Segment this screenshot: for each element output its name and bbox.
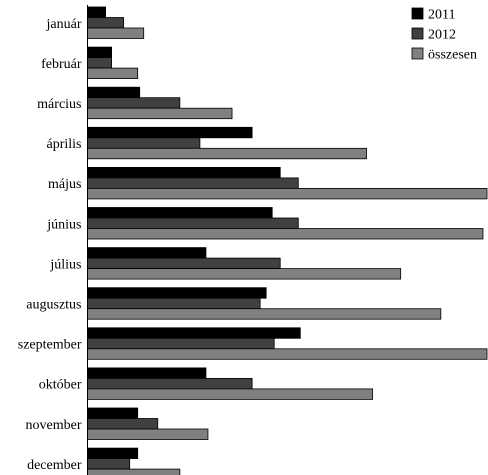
bar-2011-május (87, 166, 281, 179)
bar-2011-január (87, 6, 106, 18)
category-label: november (26, 418, 82, 433)
bar-összesen-március (87, 107, 233, 120)
legend-label-2012: 2012 (428, 28, 456, 43)
category-label: március (37, 97, 81, 112)
bar-összesen-május (87, 187, 488, 200)
bar-2012-március (87, 97, 181, 109)
legend-label-összesen: összesen (428, 48, 477, 63)
bar-2012-április (87, 137, 201, 149)
bars-layer (87, 6, 488, 475)
category-label: június (46, 217, 81, 232)
bar-összesen-április (87, 147, 367, 160)
legend-swatch-2012 (411, 27, 424, 40)
bar-2012-augusztus (87, 297, 261, 310)
bar-összesen-október (87, 388, 373, 400)
bar-összesen-szeptember (87, 348, 488, 360)
bar-összesen-június (87, 228, 484, 240)
bar-2012-július (87, 257, 281, 270)
legend-label-2011: 2011 (428, 8, 455, 23)
bar-2012-szeptember (87, 337, 275, 350)
bar-2012-június (87, 217, 299, 229)
category-label: december (27, 458, 82, 473)
bar-2012-február (87, 57, 112, 69)
bar-2011-október (87, 367, 207, 379)
bar-2012-december (87, 458, 131, 470)
legend-swatch-2011 (411, 7, 424, 20)
bar-2012-október (87, 377, 253, 390)
bar-2012-január (87, 17, 125, 29)
bar-2011-december (87, 447, 139, 460)
category-label: január (46, 17, 82, 32)
bar-2011-március (87, 86, 141, 99)
category-label: július (49, 257, 81, 272)
bar-összesen-november (87, 428, 209, 440)
category-label: február (41, 57, 82, 72)
category-label: május (48, 177, 81, 192)
bar-2011-november (87, 407, 139, 419)
bar-2012-november (87, 418, 159, 430)
bar-2011-szeptember (87, 327, 301, 339)
legend: 2011 2012 összesen (411, 7, 477, 63)
bar-összesen-július (87, 268, 402, 280)
bar-összesen-december (87, 468, 181, 475)
category-label: augusztus (26, 297, 81, 312)
bar-2011-augusztus (87, 287, 267, 299)
legend-swatch-összesen (411, 47, 424, 60)
bar-összesen-augusztus (87, 308, 442, 320)
category-label: október (39, 378, 82, 393)
bar-2011-február (87, 46, 112, 58)
category-labels: január február március április május június jú… (18, 17, 82, 473)
category-label: szeptember (18, 338, 82, 353)
bar-összesen-január (87, 27, 145, 39)
bar-2012-május (87, 177, 299, 189)
category-label: április (47, 137, 82, 152)
bar-2011-április (87, 126, 253, 139)
bar-2011-június (87, 207, 273, 219)
bar-összesen-február (87, 67, 139, 79)
bar-2011-július (87, 247, 207, 259)
